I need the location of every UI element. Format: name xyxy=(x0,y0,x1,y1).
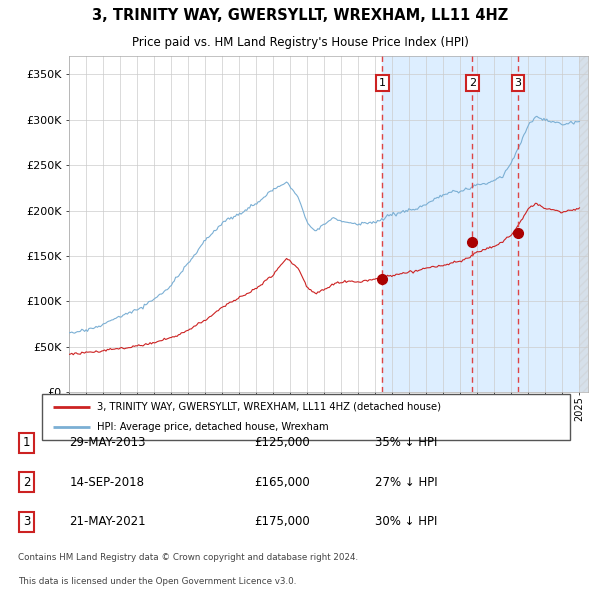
Text: 2: 2 xyxy=(23,476,30,489)
Text: 1: 1 xyxy=(23,436,30,450)
Text: 21-MAY-2021: 21-MAY-2021 xyxy=(70,515,146,529)
Text: HPI: Average price, detached house, Wrexham: HPI: Average price, detached house, Wrex… xyxy=(97,422,329,432)
Text: 3: 3 xyxy=(514,78,521,88)
Text: Price paid vs. HM Land Registry's House Price Index (HPI): Price paid vs. HM Land Registry's House … xyxy=(131,37,469,50)
Text: 29-MAY-2013: 29-MAY-2013 xyxy=(70,436,146,450)
Text: 1: 1 xyxy=(379,78,386,88)
Text: 3, TRINITY WAY, GWERSYLLT, WREXHAM, LL11 4HZ: 3, TRINITY WAY, GWERSYLLT, WREXHAM, LL11… xyxy=(92,8,508,24)
Text: £125,000: £125,000 xyxy=(254,436,310,450)
Text: Contains HM Land Registry data © Crown copyright and database right 2024.: Contains HM Land Registry data © Crown c… xyxy=(18,553,358,562)
Text: This data is licensed under the Open Government Licence v3.0.: This data is licensed under the Open Gov… xyxy=(18,577,296,586)
Bar xyxy=(580,56,600,392)
Text: 3: 3 xyxy=(23,515,30,529)
Text: 27% ↓ HPI: 27% ↓ HPI xyxy=(375,476,437,489)
Bar xyxy=(382,56,600,392)
Text: £165,000: £165,000 xyxy=(254,476,310,489)
Text: 35% ↓ HPI: 35% ↓ HPI xyxy=(375,436,437,450)
Text: 2: 2 xyxy=(469,78,476,88)
Text: 14-SEP-2018: 14-SEP-2018 xyxy=(70,476,145,489)
Text: 30% ↓ HPI: 30% ↓ HPI xyxy=(375,515,437,529)
Text: £175,000: £175,000 xyxy=(254,515,310,529)
FancyBboxPatch shape xyxy=(42,394,570,440)
Text: 3, TRINITY WAY, GWERSYLLT, WREXHAM, LL11 4HZ (detached house): 3, TRINITY WAY, GWERSYLLT, WREXHAM, LL11… xyxy=(97,402,442,412)
